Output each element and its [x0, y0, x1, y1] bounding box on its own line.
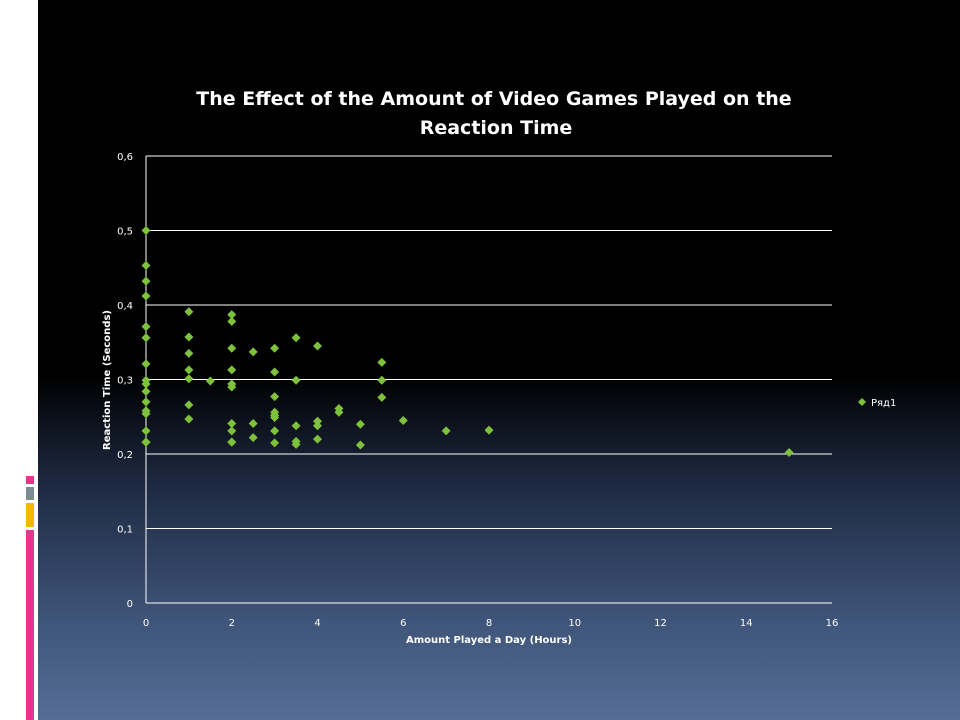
data-point: [441, 426, 451, 436]
data-point: [141, 397, 151, 407]
y-tick-label: 0,3: [117, 376, 133, 387]
data-point: [398, 415, 408, 425]
data-point: [291, 421, 301, 431]
data-point: [141, 333, 151, 343]
data-point: [184, 307, 194, 317]
slide-background: [38, 0, 960, 720]
data-point: [227, 382, 237, 392]
data-point: [270, 343, 280, 353]
data-point: [355, 419, 365, 429]
data-point: [141, 379, 151, 389]
decorative-line: [26, 0, 28, 720]
y-tick-labels: 0 0,1 0,2 0,3 0,4 0,5 0,6: [117, 152, 133, 610]
decorative-block: [26, 487, 34, 500]
x-tick-label: 12: [654, 618, 667, 629]
data-point: [484, 425, 494, 435]
data-point: [227, 343, 237, 353]
data-point: [141, 261, 151, 271]
data-point: [784, 448, 794, 458]
y-tick-label: 0,4: [117, 301, 133, 312]
data-point: [313, 341, 322, 351]
data-point: [270, 412, 280, 422]
legend-marker: [858, 398, 866, 406]
data-point: [141, 359, 151, 369]
chart-title-line-2: Reaction Time: [420, 117, 573, 139]
y-tick-label: 0: [127, 599, 133, 610]
x-tick-label: 16: [826, 618, 839, 629]
chart-title-line-1: The Effect of the Amount of Video Games …: [196, 88, 791, 110]
x-tick-label: 4: [314, 618, 320, 629]
data-point: [184, 332, 194, 342]
legend-label: Ряд1: [871, 398, 896, 409]
data-point: [377, 392, 387, 402]
y-axis-label: Reaction Time (Seconds): [102, 310, 113, 450]
data-point: [141, 386, 151, 396]
y-tick-label: 0,1: [117, 525, 133, 536]
data-point: [313, 421, 322, 431]
data-point: [291, 439, 301, 449]
data-point: [184, 400, 194, 410]
decorative-line: [31, 0, 32, 720]
data-point: [334, 407, 344, 417]
data-point: [270, 426, 280, 436]
x-tick-label: 8: [486, 618, 492, 629]
data-point: [141, 322, 151, 332]
data-point: [270, 392, 280, 402]
data-point: [184, 365, 194, 375]
data-point: [227, 426, 237, 436]
data-point: [227, 310, 237, 320]
data-point: [227, 365, 237, 375]
data-point: [377, 375, 387, 385]
data-point: [270, 367, 280, 377]
data-point: [248, 347, 258, 357]
x-tick-label: 2: [229, 618, 235, 629]
data-point: [227, 437, 237, 447]
decorative-line: [19, 0, 20, 720]
decorative-block: [26, 503, 34, 527]
x-tick-label: 14: [740, 618, 753, 629]
y-tick-label: 0,2: [117, 450, 133, 461]
data-point: [377, 357, 387, 367]
x-tick-label: 10: [568, 618, 581, 629]
data-point: [184, 374, 194, 384]
data-point: [141, 276, 151, 286]
x-tick-label: 0: [143, 618, 149, 629]
data-point: [205, 376, 215, 386]
data-point: [248, 418, 258, 428]
gridlines: [146, 155, 832, 529]
data-point: [141, 226, 151, 235]
data-point: [270, 438, 280, 448]
legend: Ряд1: [858, 398, 896, 409]
data-point: [313, 434, 322, 444]
data-point: [184, 414, 194, 424]
x-tick-label: 6: [400, 618, 406, 629]
x-axis-label: Amount Played a Day (Hours): [406, 635, 572, 646]
decorative-block: [26, 476, 34, 484]
data-point: [291, 375, 301, 385]
data-point: [291, 333, 301, 343]
x-tick-labels: 0 2 4 6 8 10 12 14 16: [143, 618, 839, 629]
data-point: [355, 440, 365, 450]
data-point: [184, 348, 194, 358]
decorative-line: [22, 0, 23, 720]
data-point: [141, 437, 151, 447]
data-point: [227, 316, 237, 326]
data-points: [141, 226, 794, 458]
y-tick-label: 0,5: [117, 227, 133, 238]
y-tick-label: 0,6: [117, 152, 133, 163]
data-point: [141, 409, 151, 419]
decorative-block: [26, 530, 34, 720]
data-point: [141, 426, 151, 436]
data-point: [248, 433, 258, 443]
data-point: [141, 291, 151, 301]
data-point: [227, 418, 237, 428]
